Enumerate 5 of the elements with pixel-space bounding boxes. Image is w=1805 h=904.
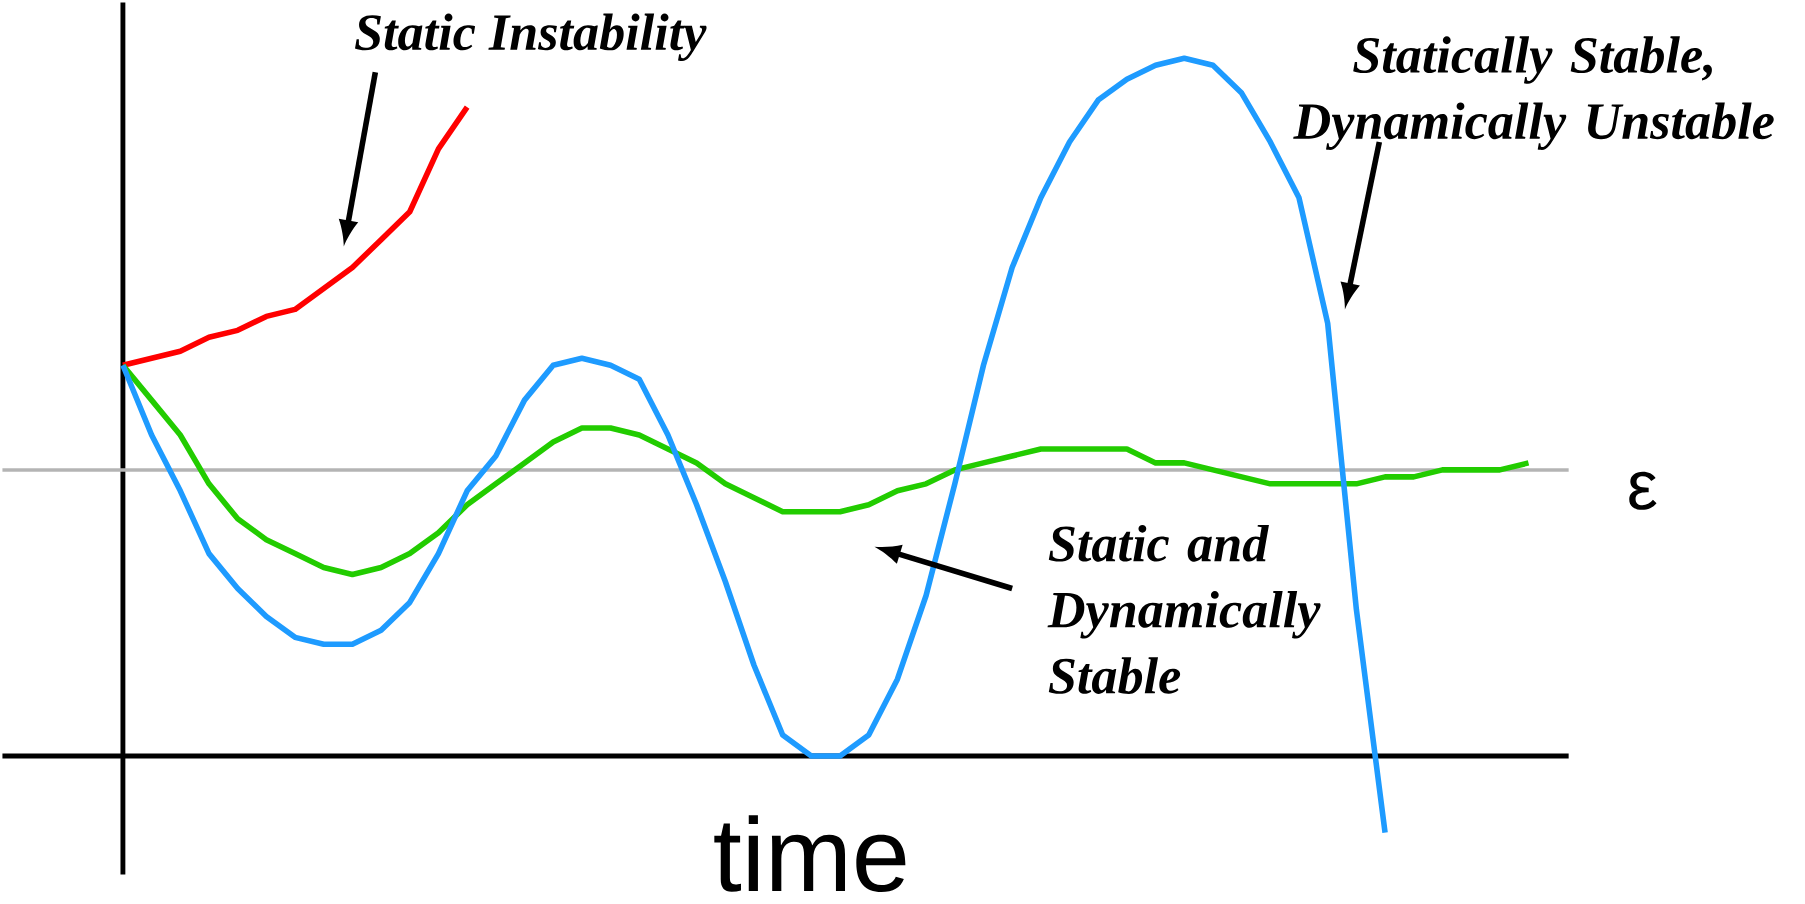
x-axis-title: time: [714, 815, 906, 893]
annotation: Static Instability: [354, 13, 707, 62]
annotation: Static and Dynamically Stable: [1047, 525, 1321, 695]
annotation: Statically Stable, Dynamically Unstable: [1293, 36, 1774, 151]
ref-line-label: ε: [1629, 471, 1657, 511]
